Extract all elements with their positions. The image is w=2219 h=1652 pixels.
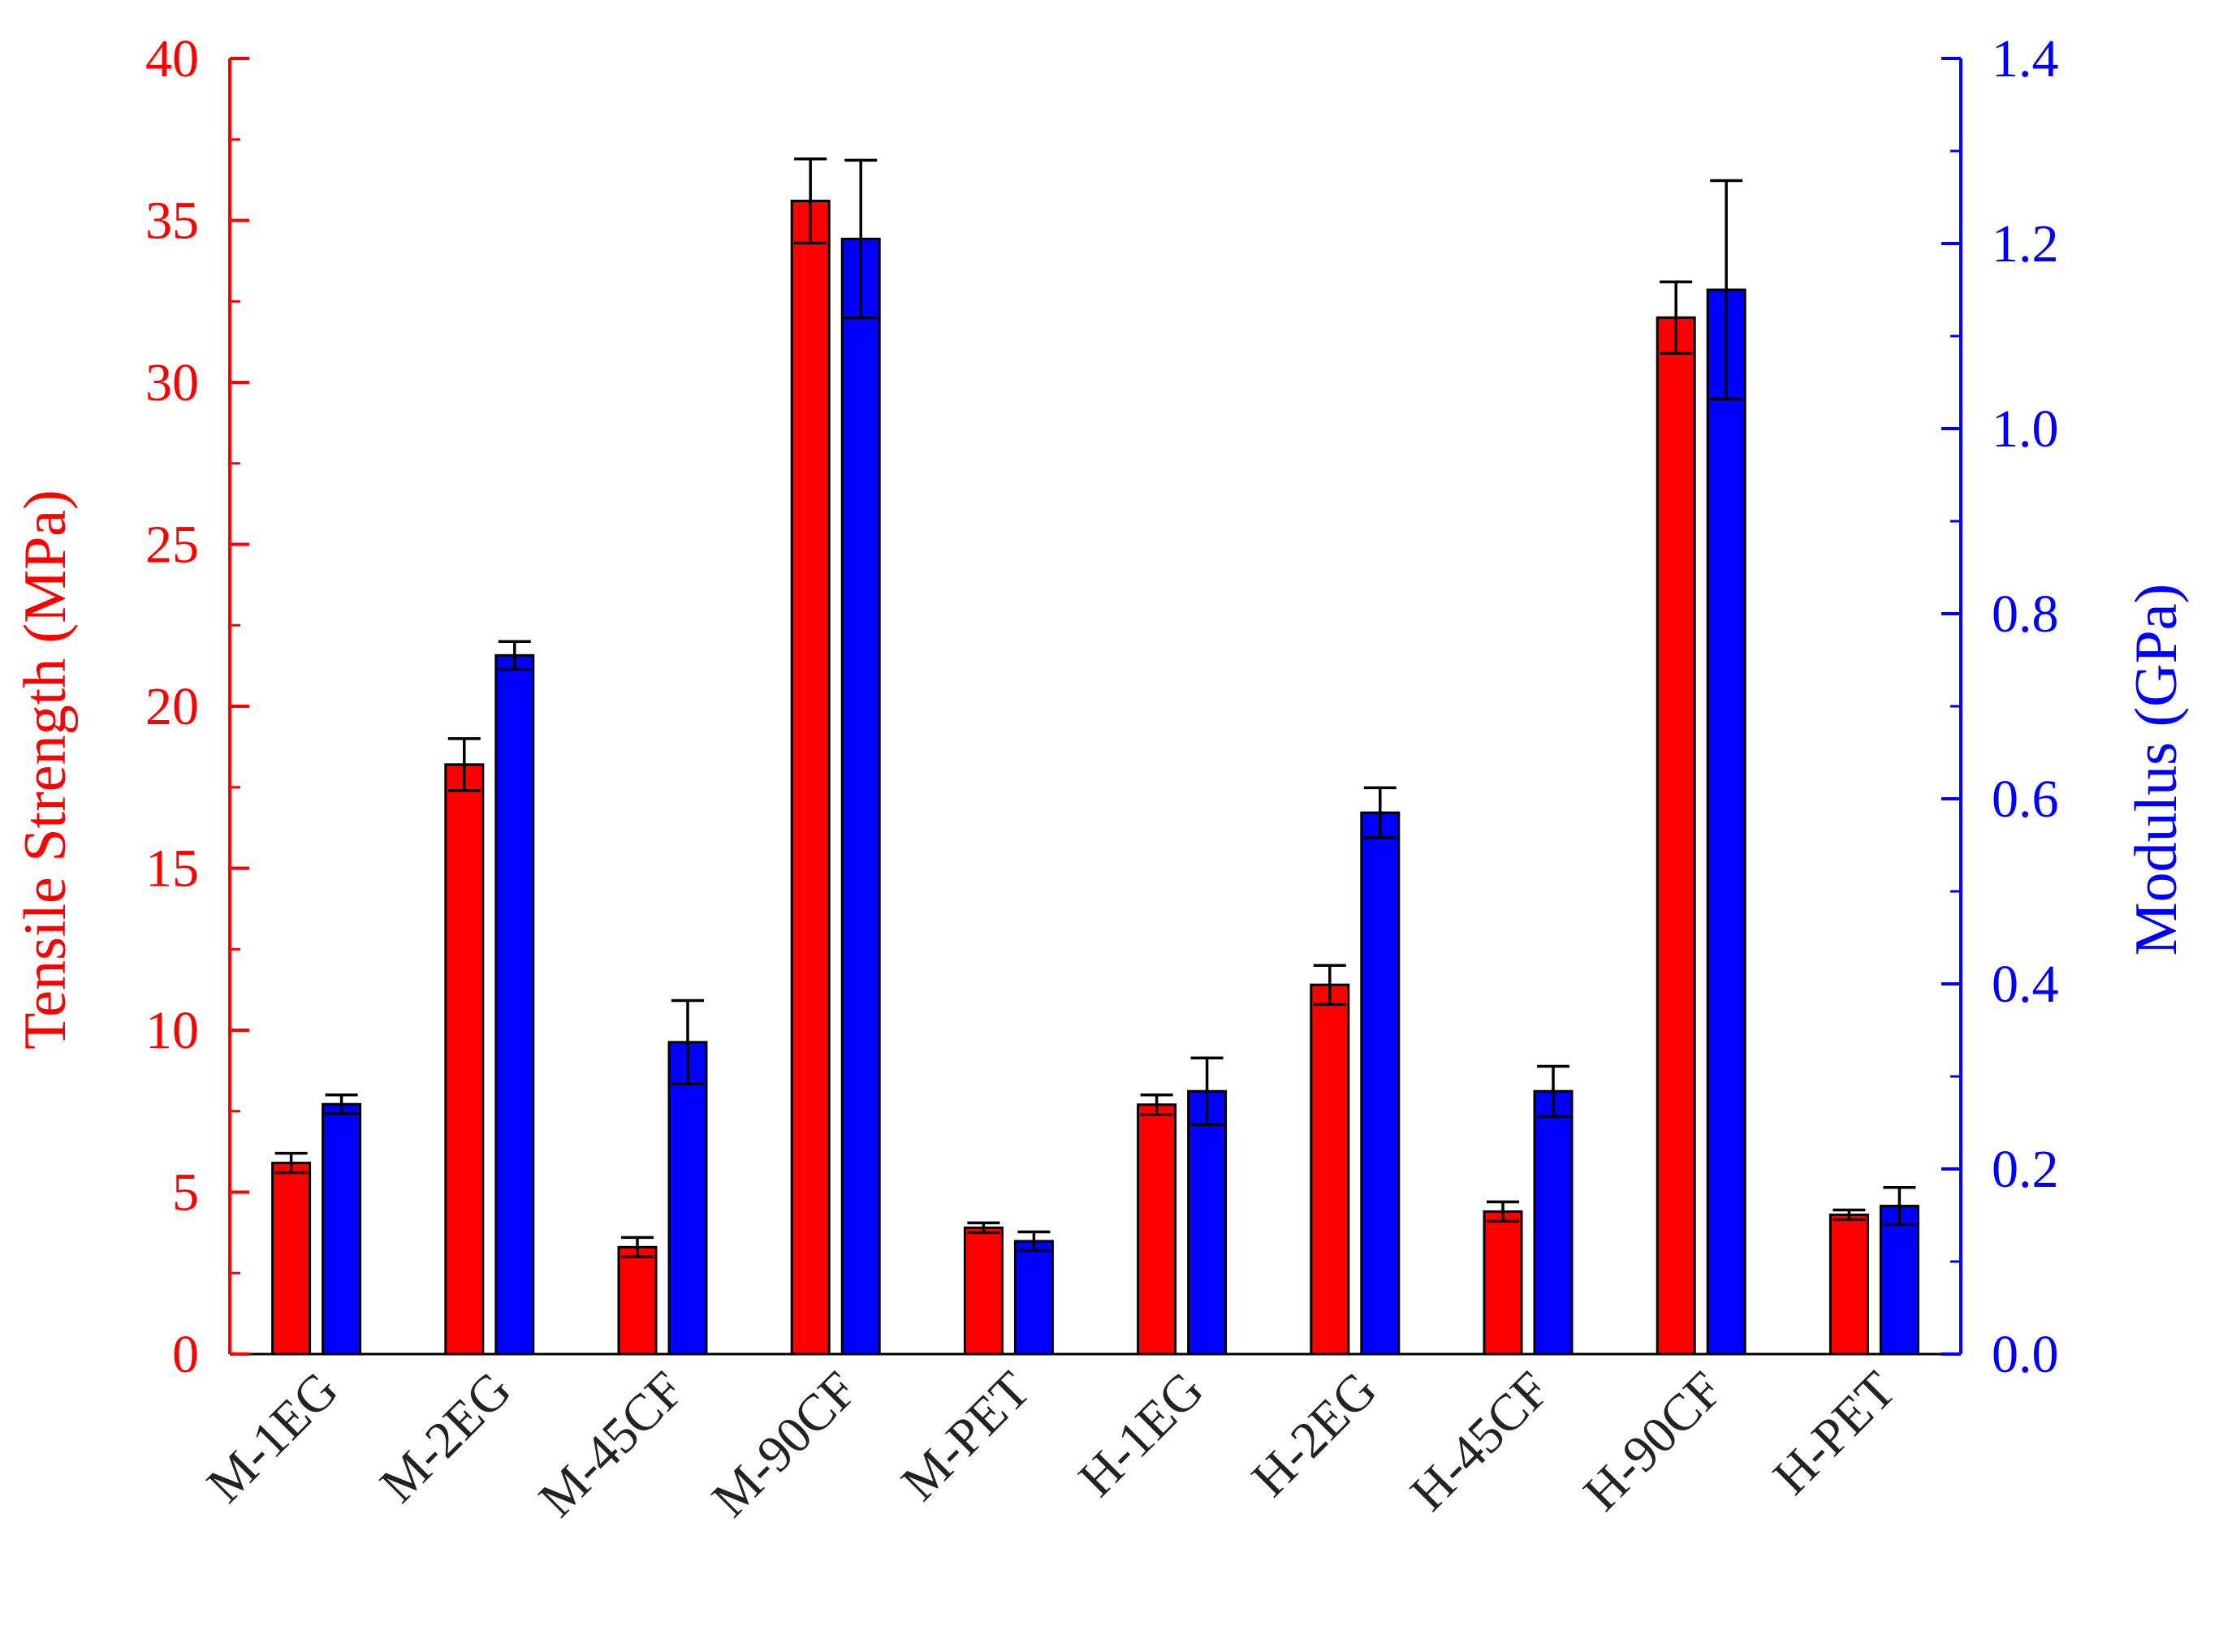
error-bar-tensile-strength-m-90cf bbox=[794, 157, 827, 245]
bar-modulus-m-1eg bbox=[322, 1102, 362, 1356]
category-label: H-PET bbox=[1762, 1361, 1906, 1505]
bar-modulus-h-90cf bbox=[1706, 288, 1746, 1356]
error-bar-modulus-h-45cf bbox=[1537, 1064, 1569, 1118]
labels-layer: M-1EG M-2EG M-45CF M-90CF M-PET H-1EG H-2EG H-4… bbox=[145, 29, 2059, 1528]
error-bar-modulus-h-2eg bbox=[1363, 786, 1397, 839]
left-tick-label: 30 bbox=[145, 353, 199, 412]
category-label: M-PET bbox=[890, 1361, 1041, 1512]
error-bars-layer bbox=[274, 157, 1916, 1259]
left-tick-label: 10 bbox=[145, 1001, 199, 1060]
right-tick-label: 1.2 bbox=[1992, 214, 2059, 274]
category-label: H-45CF bbox=[1399, 1361, 1561, 1522]
bar-tensile-strength-m-pet bbox=[963, 1226, 1004, 1356]
category-label: M-2EG bbox=[369, 1361, 521, 1513]
category-label: M-90CF bbox=[701, 1361, 868, 1528]
left-tick-label: 25 bbox=[145, 515, 199, 575]
error-bar-tensile-strength-m-pet bbox=[967, 1221, 1000, 1235]
bar-tensile-strength-h-1eg bbox=[1137, 1103, 1177, 1356]
error-bar-modulus-m-pet bbox=[1017, 1230, 1051, 1253]
bars-layer bbox=[271, 200, 1919, 1356]
bar-modulus-h-2eg bbox=[1360, 811, 1401, 1356]
axes-layer bbox=[228, 57, 1962, 1356]
error-bar-tensile-strength-h-2eg bbox=[1313, 964, 1346, 1006]
left-tick-label: 40 bbox=[145, 29, 199, 88]
error-bar-modulus-h-1eg bbox=[1190, 1056, 1224, 1127]
error-bar-modulus-m-45cf bbox=[671, 999, 704, 1085]
right-tick-label: 0.4 bbox=[1992, 955, 2059, 1014]
error-bar-tensile-strength-h-pet bbox=[1833, 1208, 1866, 1222]
bar-tensile-strength-h-45cf bbox=[1483, 1210, 1523, 1356]
category-label: H-2EG bbox=[1241, 1361, 1388, 1508]
left-tick-label: 0 bbox=[172, 1325, 199, 1384]
category-label: M-1EG bbox=[196, 1361, 348, 1513]
bar-tensile-strength-m-2eg bbox=[444, 763, 485, 1356]
left-tick-label: 5 bbox=[172, 1163, 199, 1223]
error-bar-modulus-h-pet bbox=[1883, 1186, 1916, 1227]
bar-modulus-h-45cf bbox=[1533, 1089, 1574, 1356]
bar-tensile-strength-m-45cf bbox=[617, 1245, 658, 1356]
right-tick-label: 0.0 bbox=[1992, 1325, 2059, 1384]
error-bar-tensile-strength-m-45cf bbox=[621, 1236, 654, 1259]
right-tick-label: 1.4 bbox=[1992, 29, 2059, 88]
right-tick-label: 0.8 bbox=[1992, 584, 2059, 644]
error-bar-tensile-strength-h-1eg bbox=[1140, 1093, 1173, 1116]
bar-modulus-m-90cf bbox=[840, 237, 881, 1356]
category-label: H-1EG bbox=[1068, 1361, 1215, 1508]
error-bar-tensile-strength-h-90cf bbox=[1660, 280, 1693, 355]
category-label: H-90CF bbox=[1573, 1361, 1734, 1522]
category-label: M-45CF bbox=[528, 1361, 695, 1528]
bar-modulus-m-2eg bbox=[494, 653, 535, 1356]
bar-tensile-strength-h-90cf bbox=[1656, 316, 1696, 1356]
bar-modulus-m-pet bbox=[1013, 1240, 1054, 1356]
error-bar-modulus-h-90cf bbox=[1710, 179, 1743, 401]
left-tick-label: 20 bbox=[145, 677, 199, 736]
error-bar-modulus-m-2eg bbox=[498, 640, 531, 671]
right-tick-label: 1.0 bbox=[1992, 399, 2059, 459]
bar-tensile-strength-h-2eg bbox=[1310, 983, 1350, 1356]
error-bar-modulus-m-1eg bbox=[325, 1093, 358, 1115]
left-axis-title: Tensile Strength (MPa) bbox=[12, 490, 79, 1050]
bar-tensile-strength-m-1eg bbox=[271, 1162, 312, 1356]
error-bar-modulus-m-90cf bbox=[844, 158, 878, 319]
bar-tensile-strength-m-90cf bbox=[790, 200, 831, 1356]
bar-modulus-h-pet bbox=[1879, 1205, 1919, 1356]
bar-modulus-m-45cf bbox=[667, 1041, 708, 1356]
right-tick-label: 0.6 bbox=[1992, 770, 2059, 829]
left-tick-label: 35 bbox=[145, 192, 199, 251]
error-bar-tensile-strength-m-1eg bbox=[274, 1151, 308, 1175]
error-bar-tensile-strength-h-45cf bbox=[1487, 1200, 1519, 1223]
bar-tensile-strength-h-pet bbox=[1828, 1213, 1869, 1356]
left-tick-label: 15 bbox=[145, 839, 199, 899]
bar-modulus-h-1eg bbox=[1187, 1089, 1228, 1356]
error-bar-tensile-strength-m-2eg bbox=[447, 737, 481, 792]
right-tick-label: 0.2 bbox=[1992, 1140, 2059, 1199]
right-axis-title: Modulus (GPa) bbox=[2123, 584, 2190, 955]
